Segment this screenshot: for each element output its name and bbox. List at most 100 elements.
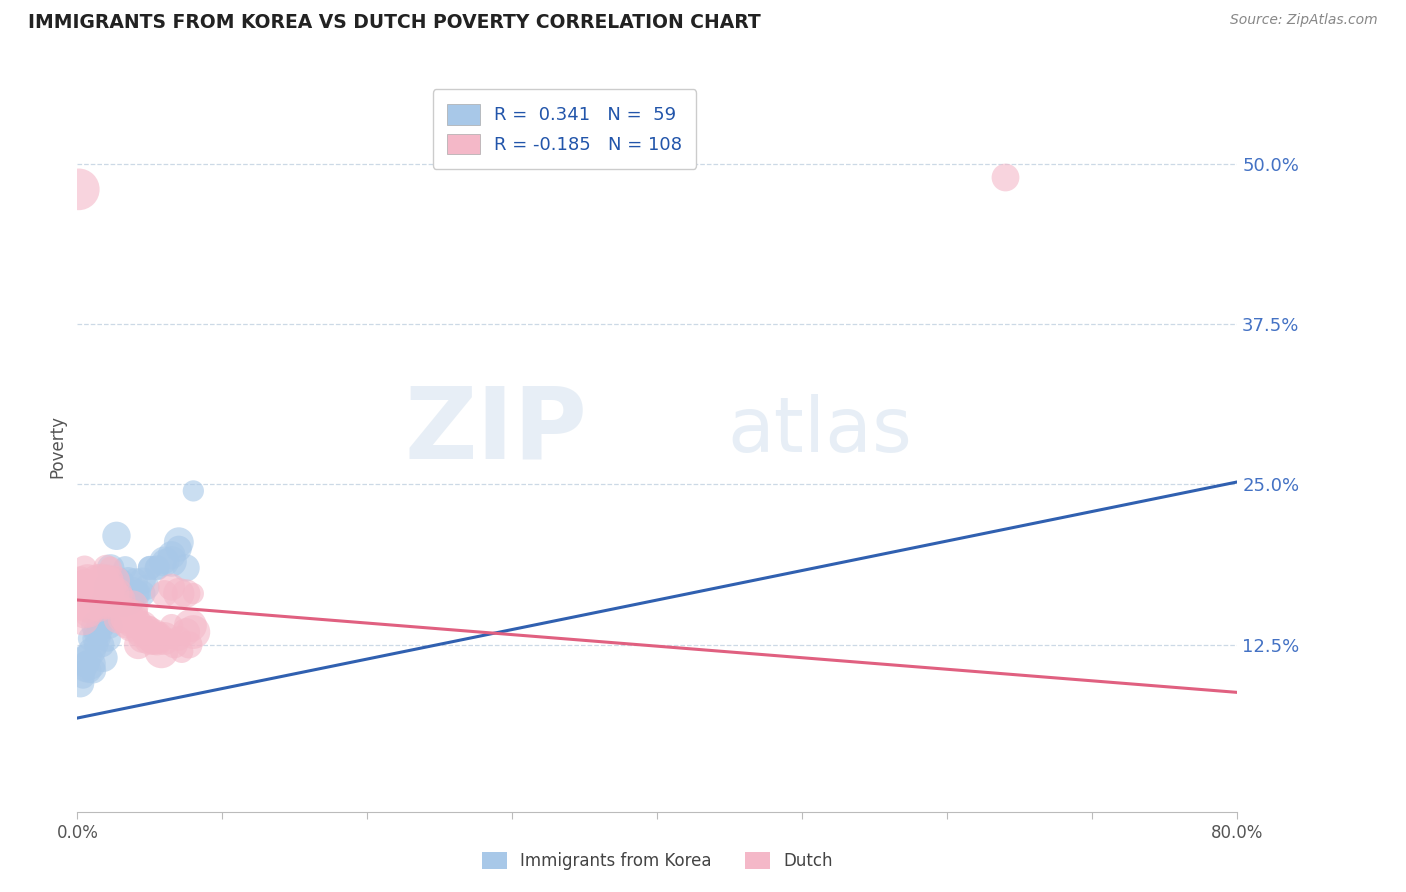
Point <box>72 670 94 684</box>
Point <box>87 574 110 588</box>
Point <box>127 638 149 652</box>
Point <box>138 625 160 640</box>
Point <box>77 593 100 607</box>
Point <box>79 657 101 672</box>
Point <box>98 586 121 600</box>
Point <box>101 574 124 588</box>
Point <box>97 586 120 600</box>
Point <box>91 638 114 652</box>
Point <box>90 632 111 646</box>
Point <box>110 612 132 626</box>
Point <box>103 586 125 600</box>
Point <box>94 586 117 600</box>
Point <box>108 593 131 607</box>
Point <box>96 612 118 626</box>
Point <box>117 606 139 620</box>
Point <box>167 535 190 549</box>
Point <box>94 593 117 607</box>
Point <box>84 586 107 600</box>
Point <box>87 618 110 632</box>
Text: atlas: atlas <box>727 394 911 468</box>
Point <box>79 632 101 646</box>
Point <box>107 612 129 626</box>
Point <box>145 625 167 640</box>
Point <box>115 618 138 632</box>
Point <box>183 483 205 498</box>
Point <box>70 574 93 588</box>
Point <box>128 618 150 632</box>
Point <box>146 561 169 575</box>
Point <box>72 586 94 600</box>
Point <box>105 529 128 543</box>
Point <box>82 664 104 678</box>
Point <box>96 574 118 588</box>
Point <box>83 632 105 646</box>
Point <box>139 561 162 575</box>
Point <box>114 561 136 575</box>
Point <box>124 606 146 620</box>
Point <box>97 574 120 588</box>
Point <box>153 586 176 600</box>
Point <box>84 586 107 600</box>
Point <box>141 632 163 646</box>
Point <box>90 599 111 614</box>
Point <box>174 625 197 640</box>
Point <box>104 580 127 594</box>
Point <box>160 618 183 632</box>
Point <box>167 632 190 646</box>
Point <box>167 586 190 600</box>
Point <box>150 644 173 658</box>
Point <box>97 599 120 614</box>
Point <box>67 182 90 196</box>
Point <box>112 612 135 626</box>
Point <box>90 599 111 614</box>
Point <box>129 625 152 640</box>
Point <box>84 618 107 632</box>
Point <box>114 612 136 626</box>
Point <box>107 574 129 588</box>
Point <box>103 586 125 600</box>
Text: IMMIGRANTS FROM KOREA VS DUTCH POVERTY CORRELATION CHART: IMMIGRANTS FROM KOREA VS DUTCH POVERTY C… <box>28 13 761 32</box>
Point <box>75 657 97 672</box>
Point <box>103 580 125 594</box>
Point <box>79 586 101 600</box>
Point <box>136 625 159 640</box>
Point <box>76 650 98 665</box>
Y-axis label: Poverty: Poverty <box>48 415 66 477</box>
Point <box>143 632 166 646</box>
Point <box>167 541 190 556</box>
Point <box>118 618 141 632</box>
Point <box>124 612 146 626</box>
Point <box>80 644 103 658</box>
Point <box>111 574 134 588</box>
Point <box>70 650 93 665</box>
Point <box>136 580 159 594</box>
Point <box>110 599 132 614</box>
Point <box>91 599 114 614</box>
Text: Source: ZipAtlas.com: Source: ZipAtlas.com <box>1230 13 1378 28</box>
Point <box>100 561 122 575</box>
Point <box>121 580 143 594</box>
Point <box>131 586 153 600</box>
Point <box>67 599 90 614</box>
Point <box>153 632 176 646</box>
Point <box>86 586 108 600</box>
Point <box>75 586 97 600</box>
Point <box>84 638 107 652</box>
Point <box>73 561 96 575</box>
Point <box>91 574 114 588</box>
Point <box>994 169 1017 184</box>
Point <box>86 574 108 588</box>
Point <box>125 612 148 626</box>
Point <box>87 599 110 614</box>
Point <box>139 561 162 575</box>
Point <box>84 599 107 614</box>
Point <box>146 632 169 646</box>
Point <box>174 561 197 575</box>
Text: ZIP: ZIP <box>405 383 588 480</box>
Point <box>94 618 117 632</box>
Point <box>177 638 200 652</box>
Point <box>80 599 103 614</box>
Point <box>120 618 142 632</box>
Point <box>69 574 91 588</box>
